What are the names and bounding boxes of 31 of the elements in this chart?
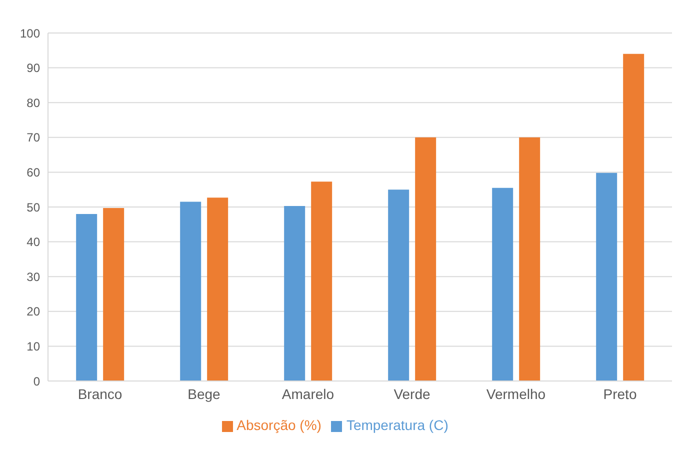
bar	[492, 188, 514, 381]
y-tick-label: 30	[26, 270, 40, 284]
bar	[415, 137, 436, 381]
y-tick-label: 60	[26, 165, 40, 180]
y-tick-label: 90	[26, 61, 40, 76]
bar	[596, 172, 618, 381]
x-tick-label: Vermelho	[486, 386, 546, 402]
x-tick-label: Amarelo	[282, 386, 334, 402]
legend-label: Temperatura (C)	[346, 417, 448, 433]
y-tick-label: 10	[26, 339, 40, 354]
y-tick-label: 20	[26, 304, 40, 319]
x-tick-label: Verde	[394, 386, 431, 402]
bar	[388, 190, 410, 381]
bar	[207, 198, 228, 381]
bar	[311, 182, 332, 381]
y-tick-label: 70	[26, 130, 40, 145]
x-tick-label: Branco	[78, 386, 122, 402]
bar	[623, 54, 644, 381]
bar	[180, 202, 202, 381]
y-tick-label: 100	[20, 26, 40, 40]
y-tick-label: 0	[33, 374, 40, 388]
bar	[284, 206, 306, 381]
bar	[76, 214, 98, 381]
y-tick-label: 80	[26, 96, 40, 110]
y-tick-label: 50	[26, 200, 40, 214]
y-tick-label: 40	[26, 235, 40, 250]
bar	[103, 208, 124, 381]
legend-label: Absorção (%)	[236, 417, 322, 433]
bar	[519, 137, 540, 381]
x-tick-label: Preto	[603, 386, 637, 402]
x-tick-label: Bege	[188, 386, 221, 402]
